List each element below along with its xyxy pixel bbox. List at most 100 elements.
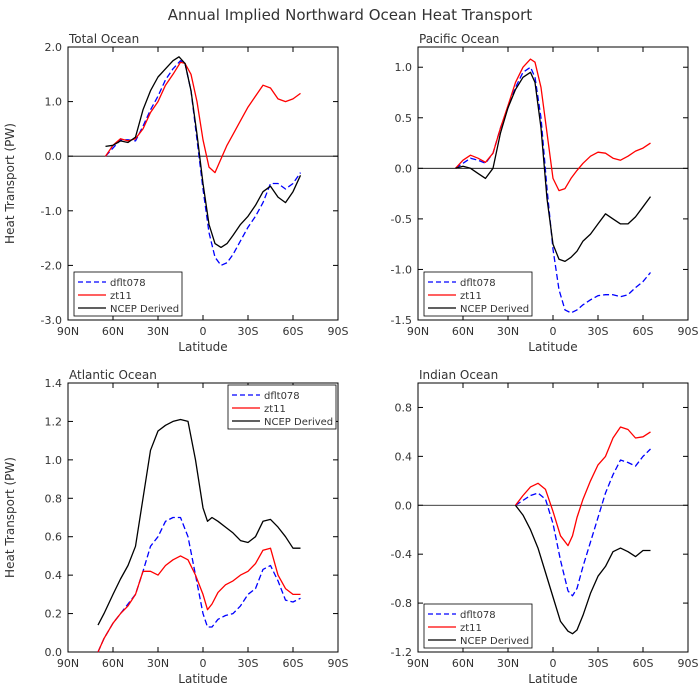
x-tick-label: 60N [452, 657, 474, 670]
y-tick-label: 1.4 [45, 377, 63, 390]
legend: dflt078 zt11 NCEP Derived [423, 271, 533, 317]
y-tick-label: -0.5 [391, 213, 412, 226]
x-tick-label: 60S [633, 325, 654, 338]
legend-label: zt11 [110, 291, 132, 302]
x-axis-label: Latitude [528, 340, 577, 354]
y-tick-label: 0.8 [395, 401, 413, 414]
y-tick-label: 0.0 [45, 150, 63, 163]
x-tick-label: 90N [407, 325, 429, 338]
x-tick-label: 30N [147, 657, 169, 670]
x-tick-label: 0 [200, 657, 207, 670]
y-tick-label: 0.0 [45, 646, 63, 659]
x-tick-label: 30S [238, 657, 259, 670]
y-axis-label: Heat Transport (PW) [3, 457, 17, 578]
x-tick-label: 90N [407, 657, 429, 670]
x-tick-label: 90S [328, 657, 349, 670]
y-tick-label: -0.8 [391, 597, 412, 610]
series-line-ncep-derived [455, 71, 652, 263]
legend: dflt078 zt11 NCEP Derived [423, 603, 533, 649]
y-tick-label: -1.0 [391, 263, 412, 276]
legend-box [73, 271, 183, 317]
x-axis-label: Latitude [178, 672, 227, 686]
figure-title: Annual Implied Northward Ocean Heat Tran… [168, 6, 533, 24]
panel-title: Total Ocean [68, 32, 139, 46]
series-line-zt11 [514, 426, 651, 547]
x-tick-label: 90S [678, 325, 699, 338]
y-tick-label: 0.4 [45, 569, 63, 582]
legend: dflt078 zt11 NCEP Derived [227, 384, 337, 430]
x-tick-label: 90N [57, 325, 79, 338]
legend-label: NCEP Derived [264, 417, 333, 428]
y-tick-label: -1.5 [391, 314, 412, 327]
y-tick-label: 0.6 [45, 531, 63, 544]
x-tick-label: 30N [147, 325, 169, 338]
x-tick-label: 30S [588, 657, 609, 670]
x-tick-label: 30S [238, 325, 259, 338]
y-tick-label: 0.5 [395, 112, 413, 125]
legend-label: NCEP Derived [460, 304, 529, 315]
y-tick-label: 1.0 [45, 454, 63, 467]
series-line-dflt078 [455, 66, 652, 314]
x-tick-label: 30S [588, 325, 609, 338]
legend-box [423, 271, 533, 317]
y-tick-label: 2.0 [45, 41, 63, 54]
y-tick-label: 0.0 [395, 499, 413, 512]
chart-panel-atlantic-ocean: 90N 60N 30N 0 30S 60S 90S 0.0 0.2 0.4 0.6 0.8 1.0 1.2… [3, 368, 349, 686]
x-tick-label: 30N [497, 657, 519, 670]
x-tick-label: 30N [497, 325, 519, 338]
x-tick-label: 60N [102, 657, 124, 670]
x-tick-label: 0 [550, 325, 557, 338]
y-tick-label: 1.0 [45, 96, 63, 109]
chart-panel-pacific-ocean: 90N 60N 30N 0 30S 60S 90S -1.5 -1.0 -0.5 0.0 0.5 1.0… [391, 32, 699, 354]
x-tick-label: 90S [678, 657, 699, 670]
y-tick-label: 1.2 [45, 415, 63, 428]
legend-label: NCEP Derived [460, 636, 529, 647]
x-tick-label: 60N [102, 325, 124, 338]
legend-label: dflt078 [264, 391, 300, 402]
chart-panel-indian-ocean: 90N 60N 30N 0 30S 60S 90S -1.2 -0.8 -0.4 0.0 0.4 0.8… [391, 368, 699, 686]
legend-label: zt11 [460, 291, 482, 302]
x-tick-label: 0 [550, 657, 557, 670]
legend-label: dflt078 [110, 278, 146, 289]
legend-box [227, 384, 337, 430]
legend: dflt078 zt11 NCEP Derived [73, 271, 183, 317]
y-tick-label: -0.4 [391, 548, 412, 561]
y-tick-label: -1.2 [391, 646, 412, 659]
y-tick-label: -1.0 [41, 205, 62, 218]
panel-title: Indian Ocean [419, 368, 498, 382]
series-line-ncep-derived [514, 504, 651, 635]
y-tick-label: 0.2 [45, 608, 63, 621]
series-line-dflt078 [105, 60, 302, 267]
series-line-zt11 [104, 61, 301, 174]
series-line-ncep-derived [105, 56, 302, 249]
x-tick-label: 60N [452, 325, 474, 338]
x-tick-label: 0 [200, 325, 207, 338]
y-tick-label: -2.0 [41, 259, 62, 272]
y-tick-label: 1.0 [395, 61, 413, 74]
series-line-zt11 [455, 58, 651, 192]
legend-label: NCEP Derived [110, 304, 179, 315]
chart-panel-total-ocean: 90N 60N 30N 0 30S 60S 90S -3.0 -2.0 -1.0 0.0 1.0 2.0… [3, 32, 349, 354]
x-axis-label: Latitude [178, 340, 227, 354]
y-tick-label: 0.8 [45, 492, 63, 505]
legend-box [423, 603, 533, 649]
series-line-zt11 [97, 547, 301, 653]
x-axis-label: Latitude [528, 672, 577, 686]
x-tick-label: 60S [283, 657, 304, 670]
legend-label: zt11 [264, 404, 286, 415]
legend-label: zt11 [460, 623, 482, 634]
x-tick-label: 60S [633, 657, 654, 670]
legend-label: dflt078 [460, 278, 496, 289]
series-line-ncep-derived [97, 418, 301, 626]
y-axis-label: Heat Transport (PW) [3, 123, 17, 244]
y-tick-label: 0.0 [395, 162, 413, 175]
legend-label: dflt078 [460, 610, 496, 621]
x-tick-label: 90S [328, 325, 349, 338]
series-line-dflt078 [515, 448, 651, 597]
x-tick-label: 90N [57, 657, 79, 670]
y-tick-label: 0.4 [395, 450, 413, 463]
y-tick-label: -3.0 [41, 314, 62, 327]
x-tick-label: 60S [283, 325, 304, 338]
panel-title: Atlantic Ocean [69, 368, 157, 382]
